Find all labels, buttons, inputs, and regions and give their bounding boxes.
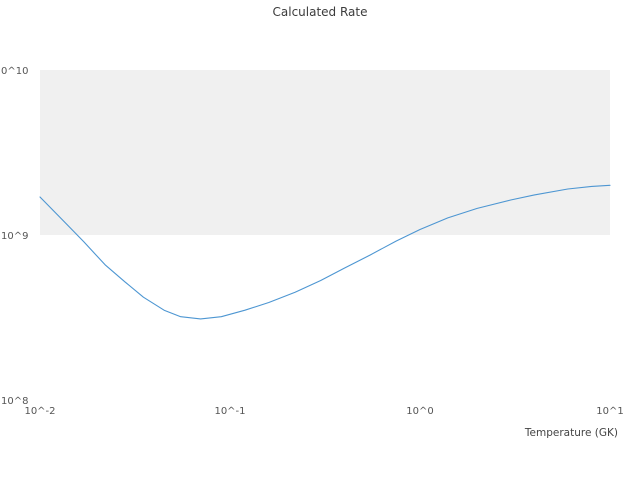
x-tick-label-1e0: 10^0: [406, 406, 433, 417]
shaded-band-region: [40, 70, 610, 235]
y-tick-label-1e9: 10^9: [1, 231, 28, 242]
y-tick-label-1e10: 0^10: [1, 66, 28, 77]
x-tick-label-1e-1: 10^-1: [214, 406, 245, 417]
y-tick-label-1e8: 10^8: [1, 396, 28, 407]
x-tick-label-1e-2: 10^-2: [24, 406, 55, 417]
chart-title: Calculated Rate: [273, 5, 368, 19]
x-tick-label-1e1: 10^1: [596, 406, 623, 417]
x-axis-label: Temperature (GK): [524, 427, 618, 439]
rate-curve-line: [39, 184, 611, 320]
